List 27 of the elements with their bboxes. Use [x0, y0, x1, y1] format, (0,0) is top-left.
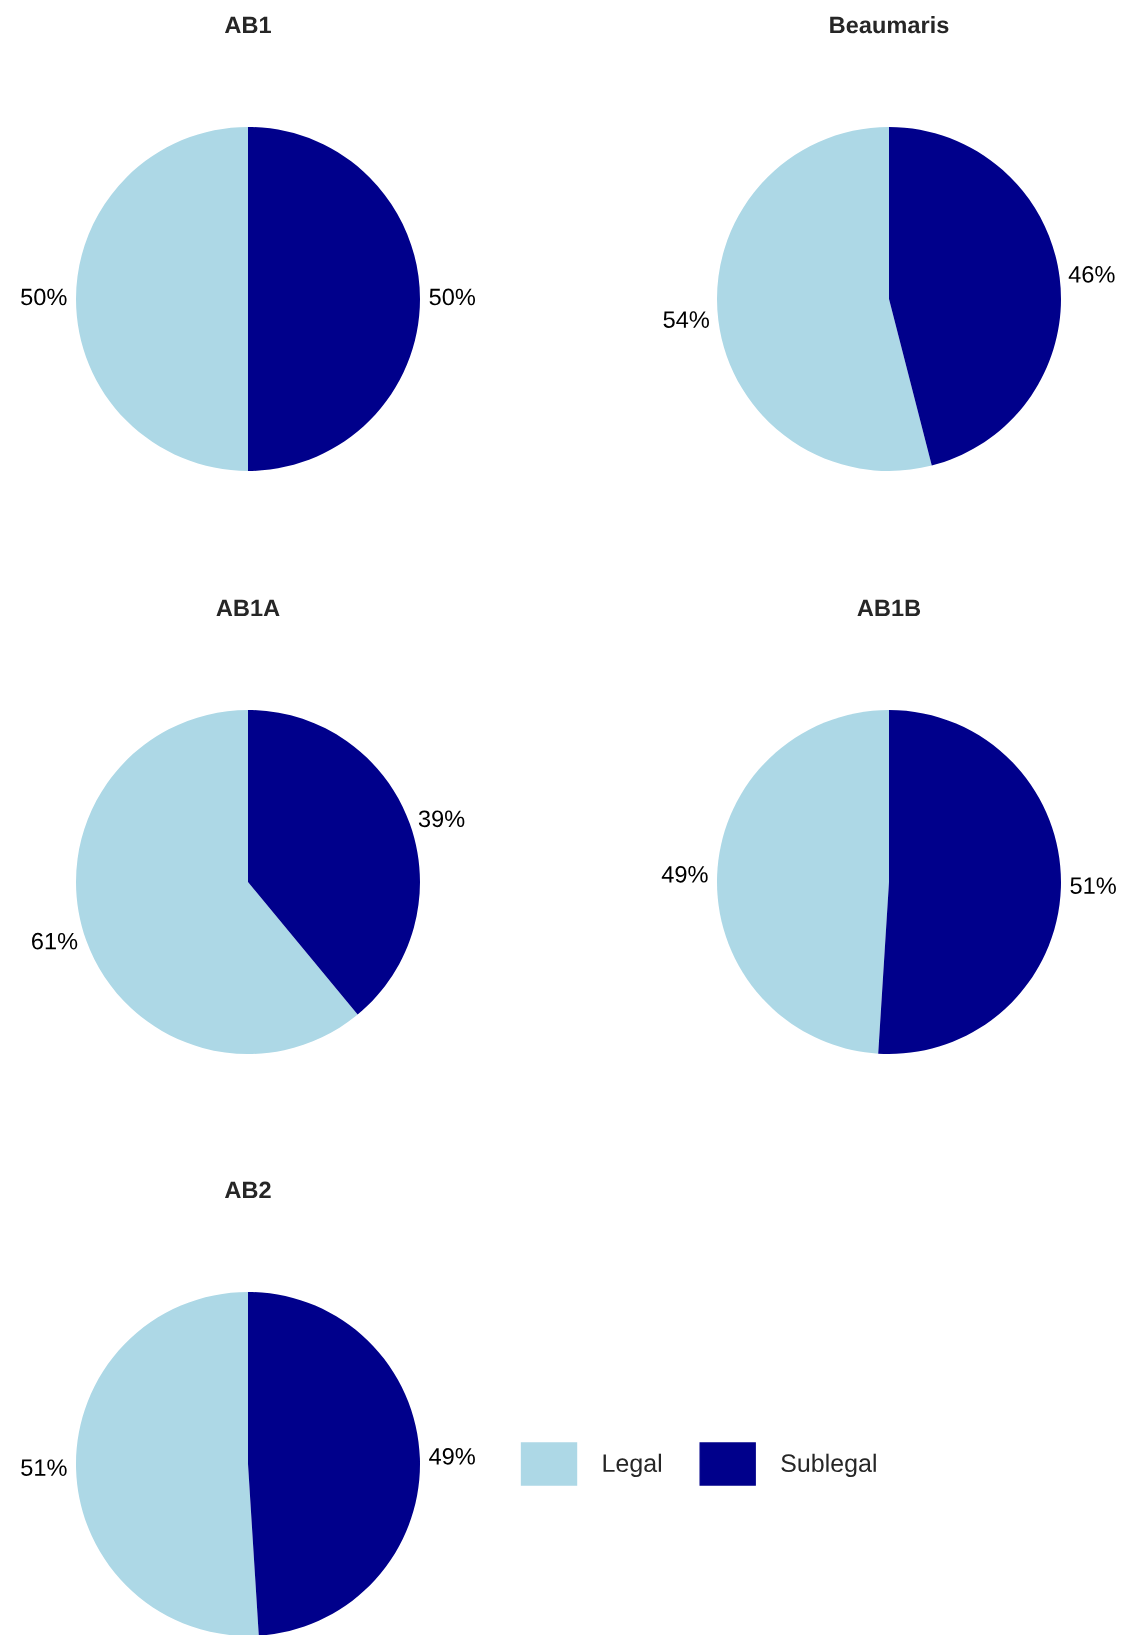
- chart-title: AB1A: [216, 599, 280, 617]
- data-label: 39%: [418, 810, 465, 828]
- data-label: 51%: [21, 1459, 67, 1477]
- chart-title: AB1B: [857, 599, 921, 617]
- data-label: 46%: [1068, 265, 1115, 283]
- pie-slice: [76, 710, 358, 1054]
- legend-label: Sublegal: [781, 1453, 876, 1477]
- pie-slice: [717, 710, 889, 1054]
- pie-slice: [76, 127, 248, 471]
- pie-slice: [248, 127, 420, 471]
- data-label: 49%: [661, 865, 708, 883]
- data-label: 49%: [429, 1447, 475, 1465]
- pie-slice: [248, 1292, 420, 1635]
- pie-slice: [717, 127, 932, 471]
- pie-slice: [889, 127, 1061, 466]
- data-label: 50%: [21, 288, 67, 306]
- data-label: 54%: [663, 311, 709, 328]
- chart-title: Beaumaris: [830, 16, 949, 34]
- pie-slice: [878, 710, 1061, 1054]
- pie-slice: [76, 1292, 259, 1635]
- pie-slice: [248, 710, 420, 1015]
- data-label: 61%: [32, 932, 78, 950]
- legend-label: Legal: [603, 1453, 662, 1477]
- chart-title: AB2: [224, 1181, 271, 1199]
- data-label: 51%: [1070, 877, 1116, 895]
- data-label: 50%: [429, 288, 476, 306]
- chart-title: AB1: [224, 16, 271, 34]
